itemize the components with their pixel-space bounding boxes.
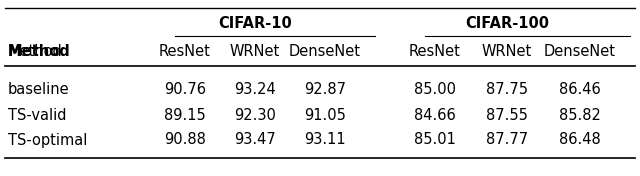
Text: 93.24: 93.24 bbox=[234, 83, 276, 98]
Text: 93.47: 93.47 bbox=[234, 133, 276, 147]
Text: ResNet: ResNet bbox=[159, 45, 211, 59]
Text: 87.77: 87.77 bbox=[486, 133, 528, 147]
Text: 86.48: 86.48 bbox=[559, 133, 601, 147]
Text: 91.05: 91.05 bbox=[304, 108, 346, 122]
Text: 92.87: 92.87 bbox=[304, 83, 346, 98]
Text: 85.00: 85.00 bbox=[414, 83, 456, 98]
Text: 84.66: 84.66 bbox=[414, 108, 456, 122]
Text: WRNet: WRNet bbox=[482, 45, 532, 59]
Text: 87.55: 87.55 bbox=[486, 108, 528, 122]
Text: WRNet: WRNet bbox=[230, 45, 280, 59]
Text: 90.88: 90.88 bbox=[164, 133, 206, 147]
Text: 92.30: 92.30 bbox=[234, 108, 276, 122]
Text: Method: Method bbox=[8, 45, 63, 59]
Text: CIFAR-100: CIFAR-100 bbox=[465, 17, 550, 32]
Text: baseline: baseline bbox=[8, 83, 70, 98]
Text: TS-optimal: TS-optimal bbox=[8, 133, 88, 147]
Text: 86.46: 86.46 bbox=[559, 83, 601, 98]
Text: 85.82: 85.82 bbox=[559, 108, 601, 122]
Text: 93.11: 93.11 bbox=[304, 133, 346, 147]
Text: 85.01: 85.01 bbox=[414, 133, 456, 147]
Text: ResNet: ResNet bbox=[409, 45, 461, 59]
Text: DenseNet: DenseNet bbox=[289, 45, 361, 59]
Text: DenseNet: DenseNet bbox=[544, 45, 616, 59]
Text: CIFAR-10: CIFAR-10 bbox=[218, 17, 292, 32]
Text: TS-valid: TS-valid bbox=[8, 108, 67, 122]
Text: 89.15: 89.15 bbox=[164, 108, 206, 122]
Text: 87.75: 87.75 bbox=[486, 83, 528, 98]
Text: Method: Method bbox=[8, 45, 71, 59]
Text: 90.76: 90.76 bbox=[164, 83, 206, 98]
